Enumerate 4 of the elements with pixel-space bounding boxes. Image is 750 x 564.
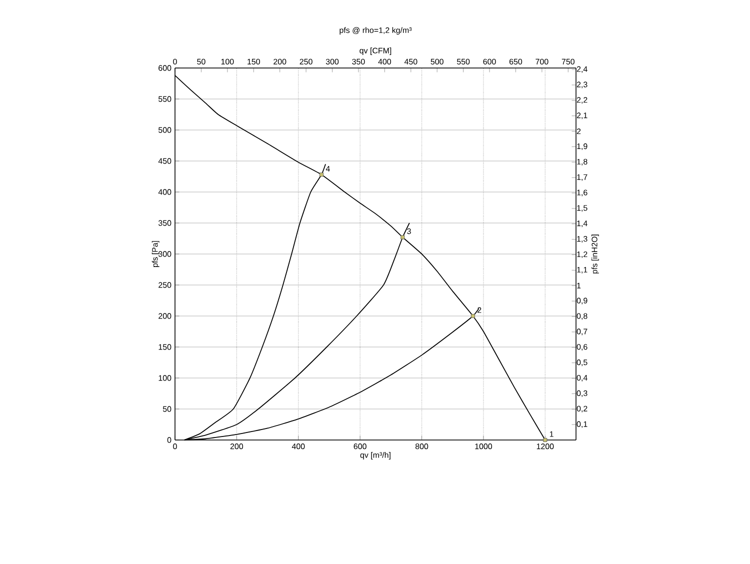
point bbox=[400, 235, 405, 240]
point bbox=[320, 172, 324, 177]
point bbox=[543, 438, 548, 442]
point bbox=[470, 314, 475, 318]
